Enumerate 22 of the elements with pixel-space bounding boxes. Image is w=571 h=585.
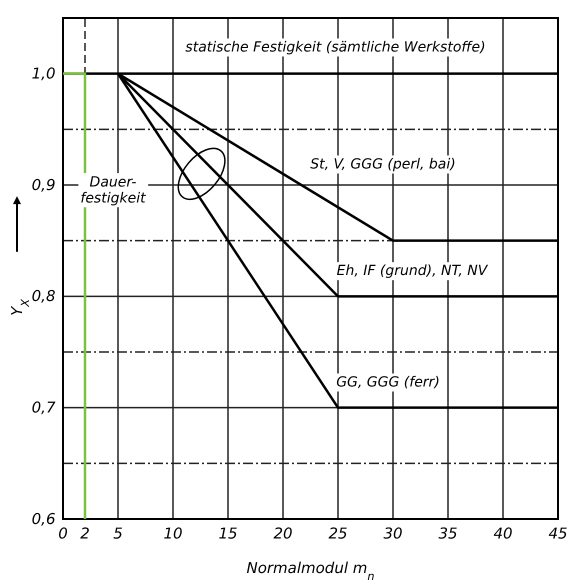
y-tick-label: 0,6	[32, 510, 56, 528]
annotation: GG, GGG (ferr)	[336, 374, 440, 390]
x-axis-title: Normalmodul m$_{n}$	[246, 559, 375, 582]
y-tick-label: 0,8	[32, 287, 56, 306]
x-tick-label: 2	[80, 524, 90, 542]
x-tick-label: 20	[273, 524, 293, 542]
x-tick-label: 30	[383, 524, 403, 542]
y-tick-label: 0,9	[32, 176, 56, 194]
annotation: St, V, GGG (perl, bai)	[310, 156, 456, 172]
x-tick-label: 15	[218, 524, 238, 542]
x-tick-label: 25	[328, 524, 348, 542]
x-tick-label: 35	[438, 524, 458, 542]
x-tick-label: 45	[548, 524, 568, 542]
x-tick-label: 40	[493, 524, 513, 542]
x-tick-label: 10	[163, 524, 183, 542]
y-tick-label: 0,7	[32, 398, 56, 416]
y-tick-label: 1,0	[32, 64, 56, 82]
x-tick-label: 0	[58, 524, 68, 542]
annotation: Eh, IF (grund), NT, NV	[336, 263, 489, 280]
annotation: Dauer- festigkeit	[80, 174, 146, 206]
x-tick-label: 5	[113, 524, 123, 542]
annotation: statische Festigkeit (sämtliche Werkstoffe)	[185, 39, 486, 56]
